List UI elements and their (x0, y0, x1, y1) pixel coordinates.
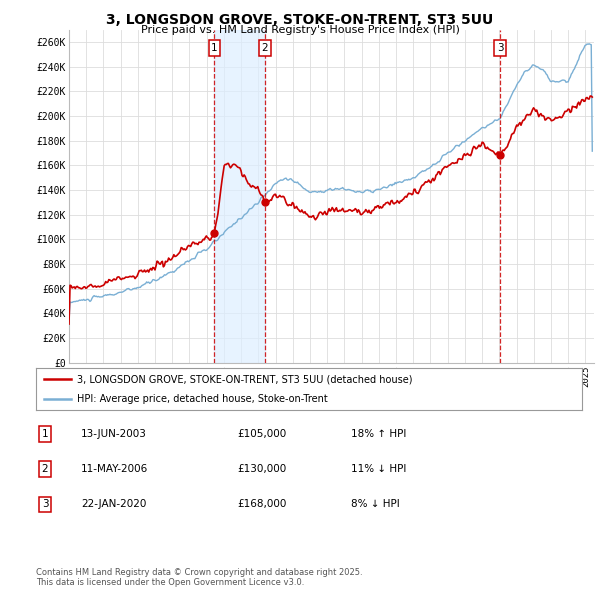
Text: 13-JUN-2003: 13-JUN-2003 (81, 429, 147, 438)
Text: 3, LONGSDON GROVE, STOKE-ON-TRENT, ST3 5UU: 3, LONGSDON GROVE, STOKE-ON-TRENT, ST3 5… (106, 13, 494, 27)
Text: 8% ↓ HPI: 8% ↓ HPI (351, 500, 400, 509)
Text: 11-MAY-2006: 11-MAY-2006 (81, 464, 148, 474)
Bar (214, 30, 265, 363)
Text: 1: 1 (211, 43, 218, 53)
Text: 3: 3 (41, 500, 49, 509)
Text: 18% ↑ HPI: 18% ↑ HPI (351, 429, 406, 438)
Text: HPI: Average price, detached house, Stoke-on-Trent: HPI: Average price, detached house, Stok… (77, 395, 328, 404)
Text: £130,000: £130,000 (237, 464, 286, 474)
Text: 3, LONGSDON GROVE, STOKE-ON-TRENT, ST3 5UU (detached house): 3, LONGSDON GROVE, STOKE-ON-TRENT, ST3 5… (77, 375, 412, 385)
Text: Contains HM Land Registry data © Crown copyright and database right 2025.
This d: Contains HM Land Registry data © Crown c… (36, 568, 362, 587)
Text: 22-JAN-2020: 22-JAN-2020 (81, 500, 146, 509)
Text: 1: 1 (41, 429, 49, 438)
Text: Price paid vs. HM Land Registry's House Price Index (HPI): Price paid vs. HM Land Registry's House … (140, 25, 460, 35)
Text: £168,000: £168,000 (237, 500, 286, 509)
Text: 11% ↓ HPI: 11% ↓ HPI (351, 464, 406, 474)
Text: £105,000: £105,000 (237, 429, 286, 438)
Text: 3: 3 (497, 43, 503, 53)
Text: 2: 2 (262, 43, 268, 53)
Text: 2: 2 (41, 464, 49, 474)
